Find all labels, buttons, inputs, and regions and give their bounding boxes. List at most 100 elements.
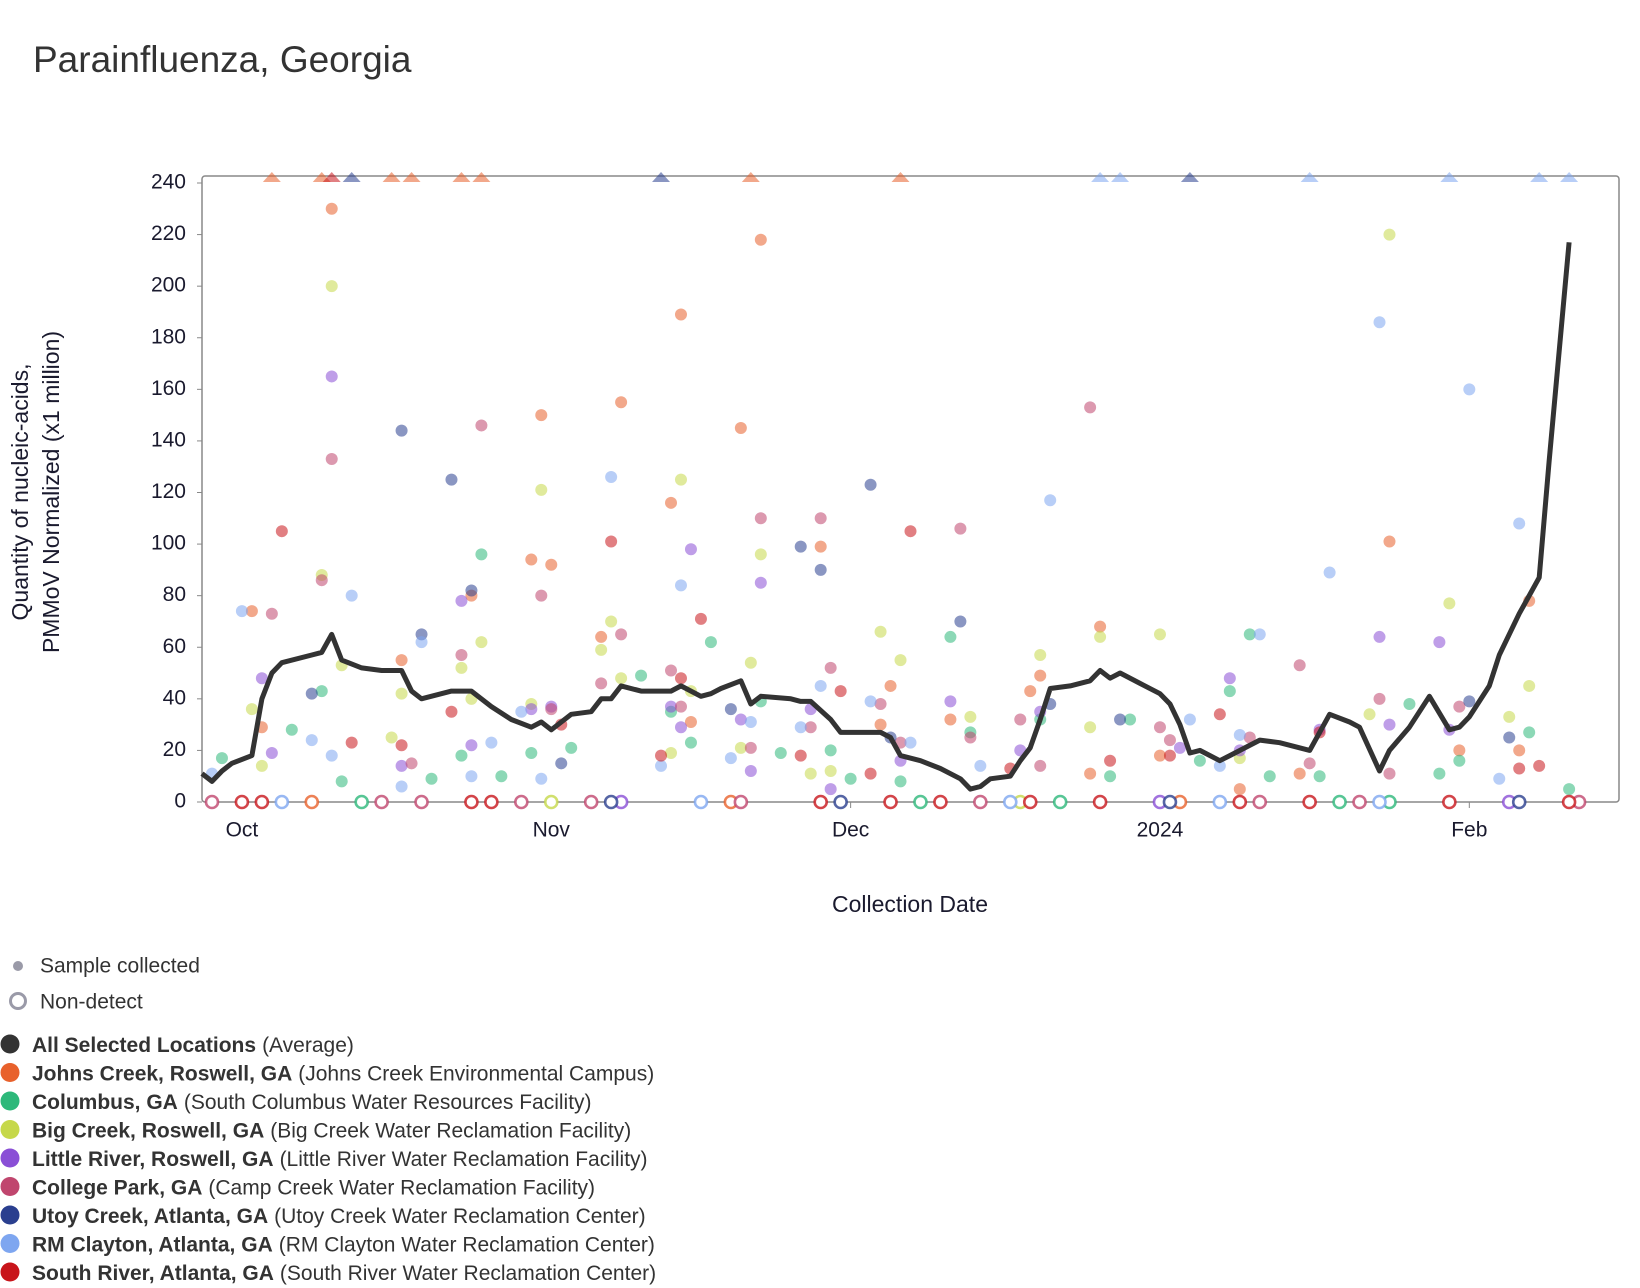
sample-point <box>944 630 957 643</box>
sample-point <box>605 535 618 548</box>
sample-point <box>674 672 687 685</box>
sample-point <box>1213 759 1226 772</box>
sample-point <box>1373 630 1386 643</box>
legend-swatch <box>0 1120 20 1139</box>
sample-point <box>255 672 268 685</box>
sample-point <box>1084 721 1097 734</box>
legend-name: College Park, GA <box>32 1176 202 1199</box>
sample-point <box>325 202 338 215</box>
above-range-marker <box>472 172 491 182</box>
sample-point <box>734 422 747 435</box>
sample-point <box>724 703 737 716</box>
sample-point <box>325 280 338 293</box>
legend-name: All Selected Locations <box>32 1034 256 1057</box>
sample-point <box>1533 759 1546 772</box>
legend-swatch <box>0 1205 20 1225</box>
sample-point <box>794 749 807 762</box>
legend-swatch <box>0 1091 20 1111</box>
sample-point <box>804 721 817 734</box>
above-range-marker <box>1111 172 1130 182</box>
above-range-marker <box>342 172 361 182</box>
sample-point <box>1233 783 1246 796</box>
sample-point <box>1383 718 1396 731</box>
legend-entry: Columbus, GA (South Columbus Water Resour… <box>32 1091 592 1114</box>
sample-point <box>944 695 957 708</box>
sample-point <box>1223 672 1236 685</box>
sample-point <box>864 478 877 491</box>
sample-point <box>884 679 897 692</box>
non-detect-marker <box>1302 794 1317 810</box>
sample-point <box>455 749 468 762</box>
sample-point <box>1383 535 1396 548</box>
sample-point <box>415 636 428 649</box>
sample-point <box>674 473 687 486</box>
legend-detail: (RM Clayton Water Reclamation Center) <box>279 1233 655 1256</box>
sample-point <box>1323 566 1336 579</box>
sample-point <box>635 669 648 682</box>
non-detect-marker <box>354 794 369 810</box>
x-tick-label: 2024 <box>1137 819 1184 842</box>
sample-point <box>1173 741 1186 754</box>
sample-point <box>345 589 358 602</box>
sample-point <box>754 233 767 246</box>
sample-point <box>265 746 278 759</box>
legend-name: Little River, Roswell, GA <box>32 1148 274 1171</box>
sample-point <box>674 700 687 713</box>
legend-entry: College Park, GA (Camp Creek Water Reclam… <box>32 1176 595 1199</box>
sample-point <box>804 767 817 780</box>
sample-point <box>1114 713 1127 726</box>
sample-point <box>395 424 408 437</box>
legend-entry: Big Creek, Roswell, GA (Big Creek Water R… <box>32 1119 631 1142</box>
sample-point <box>904 736 917 749</box>
sample-point <box>1153 721 1166 734</box>
above-range-marker <box>1560 172 1579 182</box>
sample-point <box>245 703 258 716</box>
sample-point <box>605 471 618 484</box>
sample-point <box>665 746 678 759</box>
sample-point <box>1153 749 1166 762</box>
sample-point <box>1153 628 1166 641</box>
sample-point <box>545 558 558 571</box>
average-line <box>200 242 1572 792</box>
non-detect-marker <box>1212 794 1228 810</box>
y-tick-label: 0 <box>174 790 186 813</box>
sample-point <box>665 664 678 677</box>
sample-point <box>475 636 488 649</box>
sample-point <box>864 695 877 708</box>
sample-point <box>874 625 887 638</box>
legend-swatch <box>0 1262 20 1282</box>
sample-point <box>495 770 508 783</box>
legend-detail: (Johns Creek Environmental Campus) <box>298 1062 654 1085</box>
sample-point <box>824 744 837 757</box>
sample-point <box>1253 628 1266 641</box>
sample-point <box>1443 597 1456 610</box>
sample-point <box>1104 770 1117 783</box>
sample-point <box>475 548 488 561</box>
legend-swatch <box>0 1234 20 1253</box>
sample-point <box>1463 695 1476 708</box>
sample-point <box>515 705 528 718</box>
sample-point <box>954 522 967 535</box>
sample-point <box>674 579 687 592</box>
chart-title: Parainfluenza, Georgia <box>33 39 412 80</box>
sample-point <box>794 721 807 734</box>
sample-point <box>615 672 628 685</box>
sample-point <box>655 749 668 762</box>
above-range-marker <box>1180 172 1199 182</box>
sample-point <box>794 540 807 553</box>
non-detect-marker <box>1561 794 1577 810</box>
non-detect-marker <box>204 794 220 810</box>
sample-point <box>1563 783 1576 796</box>
sample-point <box>844 772 857 785</box>
sample-point <box>704 636 717 649</box>
sample-point <box>455 661 468 674</box>
sample-point <box>1503 710 1516 723</box>
sample-point <box>565 741 578 754</box>
sample-point <box>754 576 767 589</box>
sample-point <box>465 770 478 783</box>
above-range-marker <box>652 172 671 182</box>
sample-point <box>1383 228 1396 241</box>
sample-point <box>665 700 678 713</box>
sample-point <box>744 765 757 778</box>
non-detect-marker <box>1372 794 1387 810</box>
